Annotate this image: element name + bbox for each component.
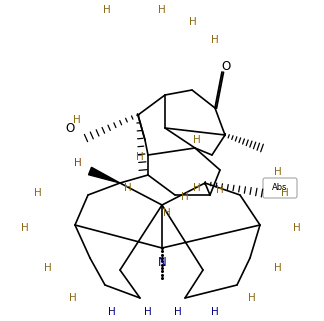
Text: H: H [274,167,282,177]
Text: H: H [193,135,201,145]
Text: H: H [189,17,197,27]
Text: H: H [158,5,166,15]
Text: H: H [73,115,81,125]
Text: H: H [163,208,171,218]
Text: H: H [274,263,282,273]
Text: H: H [136,152,144,162]
Text: H: H [193,183,201,193]
Text: Abs: Abs [272,184,288,193]
Text: O: O [65,122,75,134]
Text: H: H [21,223,29,233]
Text: H: H [144,307,152,317]
Text: H: H [248,293,256,303]
Text: H: H [108,307,116,317]
FancyBboxPatch shape [263,178,297,198]
Text: H: H [44,263,52,273]
Text: H: H [103,5,111,15]
Text: O: O [221,60,231,74]
Text: H: H [216,185,224,195]
Text: H: H [69,293,77,303]
Text: H: H [281,188,289,198]
Text: H: H [211,307,219,317]
Text: H: H [211,35,219,45]
Text: H: H [34,188,42,198]
Polygon shape [88,167,120,183]
Text: H: H [293,223,301,233]
Text: N: N [157,256,167,268]
Text: H: H [181,192,189,202]
Text: H: H [174,307,182,317]
Text: H: H [124,183,132,193]
Text: H: H [74,158,82,168]
